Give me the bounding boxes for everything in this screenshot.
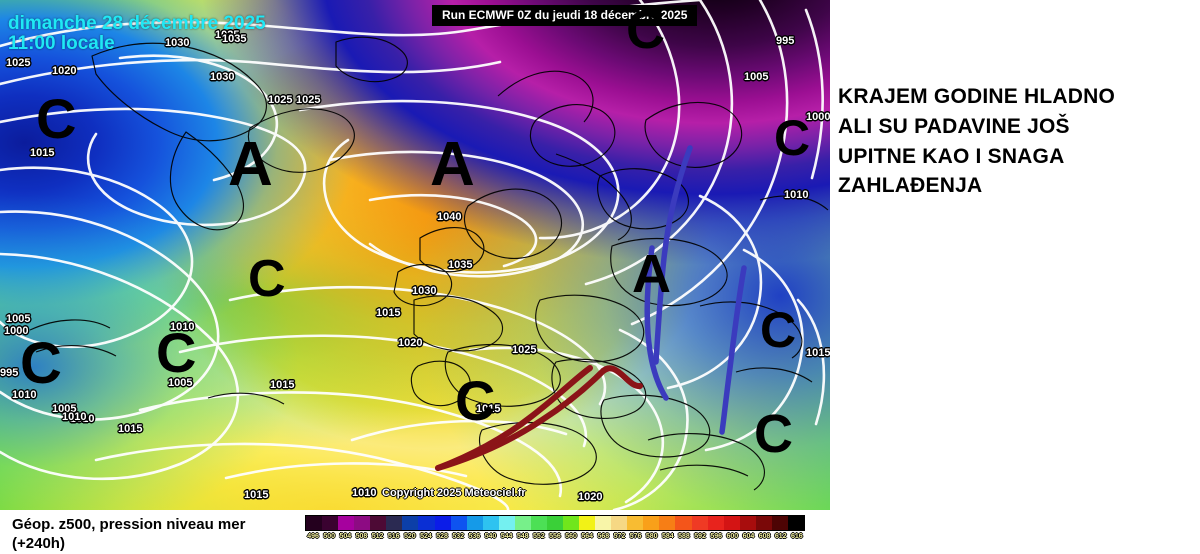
colour-swatch <box>771 516 788 530</box>
synoptic-map: dimanche 28 décembre 2025 11:00 locale R… <box>0 0 830 510</box>
colour-scale-tick: 524 <box>420 533 432 540</box>
legend-footer: Géop. z500, pression niveau mer (+240h) … <box>0 510 1200 553</box>
isobar-contours <box>0 0 826 510</box>
colour-swatch <box>338 516 355 530</box>
colour-scale-tick: 608 <box>758 533 771 540</box>
valid-time-stamp: dimanche 28 décembre 2025 11:00 locale <box>8 13 266 54</box>
colour-swatch <box>787 516 804 530</box>
warm-front-line <box>435 365 643 471</box>
colour-scale-tick: 580 <box>645 533 658 540</box>
colour-scale-tick: 616 <box>790 533 803 540</box>
colour-swatch <box>675 516 692 530</box>
colour-swatch <box>739 516 756 530</box>
colour-swatch <box>611 516 628 530</box>
coastlines <box>29 36 829 491</box>
colour-scale-ticks: 496 500 504 508 512 516 520 524 528 532 536 540 544 5… <box>305 532 805 541</box>
colour-scale-tick: 528 <box>436 533 448 540</box>
colour-scale-tick: 556 <box>549 533 561 540</box>
colour-scale-tick: 500 <box>323 533 336 540</box>
colour-scale-tick: 572 <box>613 533 626 540</box>
colour-scale-tick: 536 <box>468 533 481 540</box>
colour-scale-tick: 540 <box>484 533 497 540</box>
colour-scale-tick: 532 <box>452 533 465 540</box>
colour-scale-tick: 564 <box>581 533 594 540</box>
colour-scale-tick: 568 <box>597 533 610 540</box>
forecast-annotation-text: KRAJEM GODINE HLADNO ALI SU PADAVINE JOŠ… <box>838 85 1116 198</box>
colour-swatch <box>595 516 612 530</box>
colour-swatch <box>466 516 483 530</box>
colour-scale-tick: 544 <box>500 533 513 540</box>
colour-scale: 496 500 504 508 512 516 520 524 528 532 536 540 544 5… <box>305 515 805 541</box>
colour-scale-tick: 520 <box>403 533 416 540</box>
colour-swatch <box>627 516 644 530</box>
colour-scale-tick: 600 <box>726 533 739 540</box>
colour-swatch <box>322 516 339 530</box>
colour-scale-tick: 548 <box>516 533 529 540</box>
colour-swatch <box>707 516 724 530</box>
colour-swatch <box>579 516 596 530</box>
copyright-notice: Copyright 2025 Meteociel.fr <box>382 487 526 499</box>
colour-swatch <box>514 516 531 530</box>
colour-swatch <box>450 516 467 530</box>
colour-scale-tick: 584 <box>661 533 674 540</box>
colour-swatch <box>386 516 403 530</box>
colour-scale-tick: 596 <box>710 533 723 540</box>
colour-scale-tick: 552 <box>532 533 545 540</box>
colour-swatch <box>482 516 499 530</box>
colour-swatch <box>530 516 547 530</box>
colour-swatch <box>546 516 563 530</box>
colour-scale-tick: 576 <box>629 533 642 540</box>
colour-swatch <box>418 516 435 530</box>
colour-scale-tick: 508 <box>355 533 368 540</box>
colour-swatch <box>563 516 580 530</box>
colour-swatch <box>498 516 515 530</box>
colour-swatch <box>691 516 708 530</box>
colour-swatch <box>643 516 660 530</box>
colour-scale-tick: 588 <box>678 533 690 540</box>
colour-swatch <box>723 516 740 530</box>
legend-title: Géop. z500, pression niveau mer (+240h) <box>12 516 246 552</box>
colour-swatch <box>755 516 772 530</box>
colour-scale-tick: 496 <box>307 533 319 540</box>
colour-scale-bar <box>305 515 805 531</box>
model-run-banner: Run ECMWF 0Z du jeudi 18 décembre 2025 <box>432 5 698 26</box>
colour-scale-tick: 516 <box>387 533 400 540</box>
colour-scale-tick: 504 <box>339 533 352 540</box>
colour-scale-tick: 612 <box>774 533 787 540</box>
colour-scale-tick: 592 <box>694 533 706 540</box>
map-vector-overlay <box>0 0 829 510</box>
colour-scale-tick: 604 <box>742 533 755 540</box>
colour-swatch <box>354 516 371 530</box>
colour-swatch <box>434 516 451 530</box>
colour-swatch <box>370 516 387 530</box>
colour-scale-tick: 512 <box>371 533 384 540</box>
colour-swatch <box>659 516 676 530</box>
colour-swatch <box>306 516 323 530</box>
cold-front-lines <box>644 145 747 435</box>
colour-scale-tick: 560 <box>565 533 577 540</box>
colour-swatch <box>402 516 419 530</box>
